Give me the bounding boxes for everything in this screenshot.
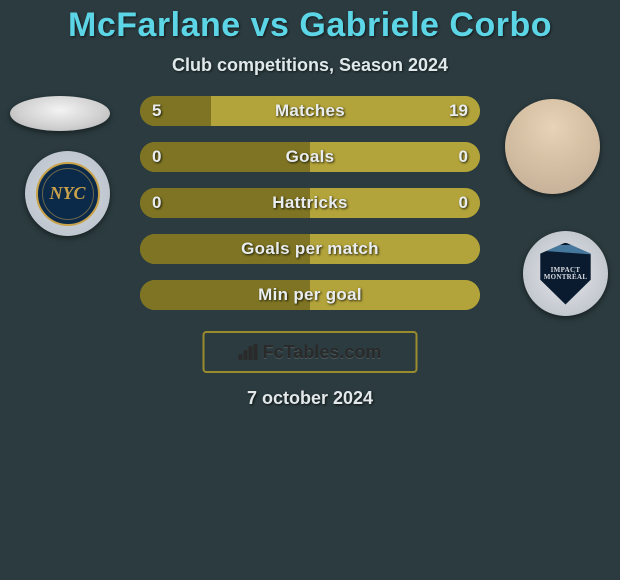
comparison-date: 7 october 2024 (0, 388, 620, 409)
stat-label: Goals per match (140, 234, 480, 264)
club-badge-right-text: IMPACT MONTRÉAL (538, 267, 594, 281)
comparison-area: NYC IMPACT MONTRÉAL 519Matches 00Goals 00H… (0, 76, 620, 476)
page-subtitle: Club competitions, Season 2024 (0, 55, 620, 76)
stat-row: 00Hattricks (140, 188, 480, 218)
club-badge-right: IMPACT MONTRÉAL (523, 231, 608, 316)
watermark: FcTables.com (203, 331, 418, 373)
stat-label: Hattricks (140, 188, 480, 218)
stat-row: Goals per match (140, 234, 480, 264)
stat-row: 00Goals (140, 142, 480, 172)
chart-icon (239, 344, 257, 360)
player-photo-right (505, 99, 600, 194)
stat-label: Min per goal (140, 280, 480, 310)
stat-row: 519Matches (140, 96, 480, 126)
stat-row: Min per goal (140, 280, 480, 310)
stat-label: Goals (140, 142, 480, 172)
player-photo-left (10, 96, 110, 131)
club-badge-left-text: NYC (36, 162, 100, 226)
club-badge-left: NYC (25, 151, 110, 236)
page-title: McFarlane vs Gabriele Corbo (0, 0, 620, 45)
watermark-text: FcTables.com (263, 342, 382, 363)
stat-label: Matches (140, 96, 480, 126)
stat-bars: 519Matches 00Goals 00Hattricks Goals per ma… (140, 96, 480, 326)
